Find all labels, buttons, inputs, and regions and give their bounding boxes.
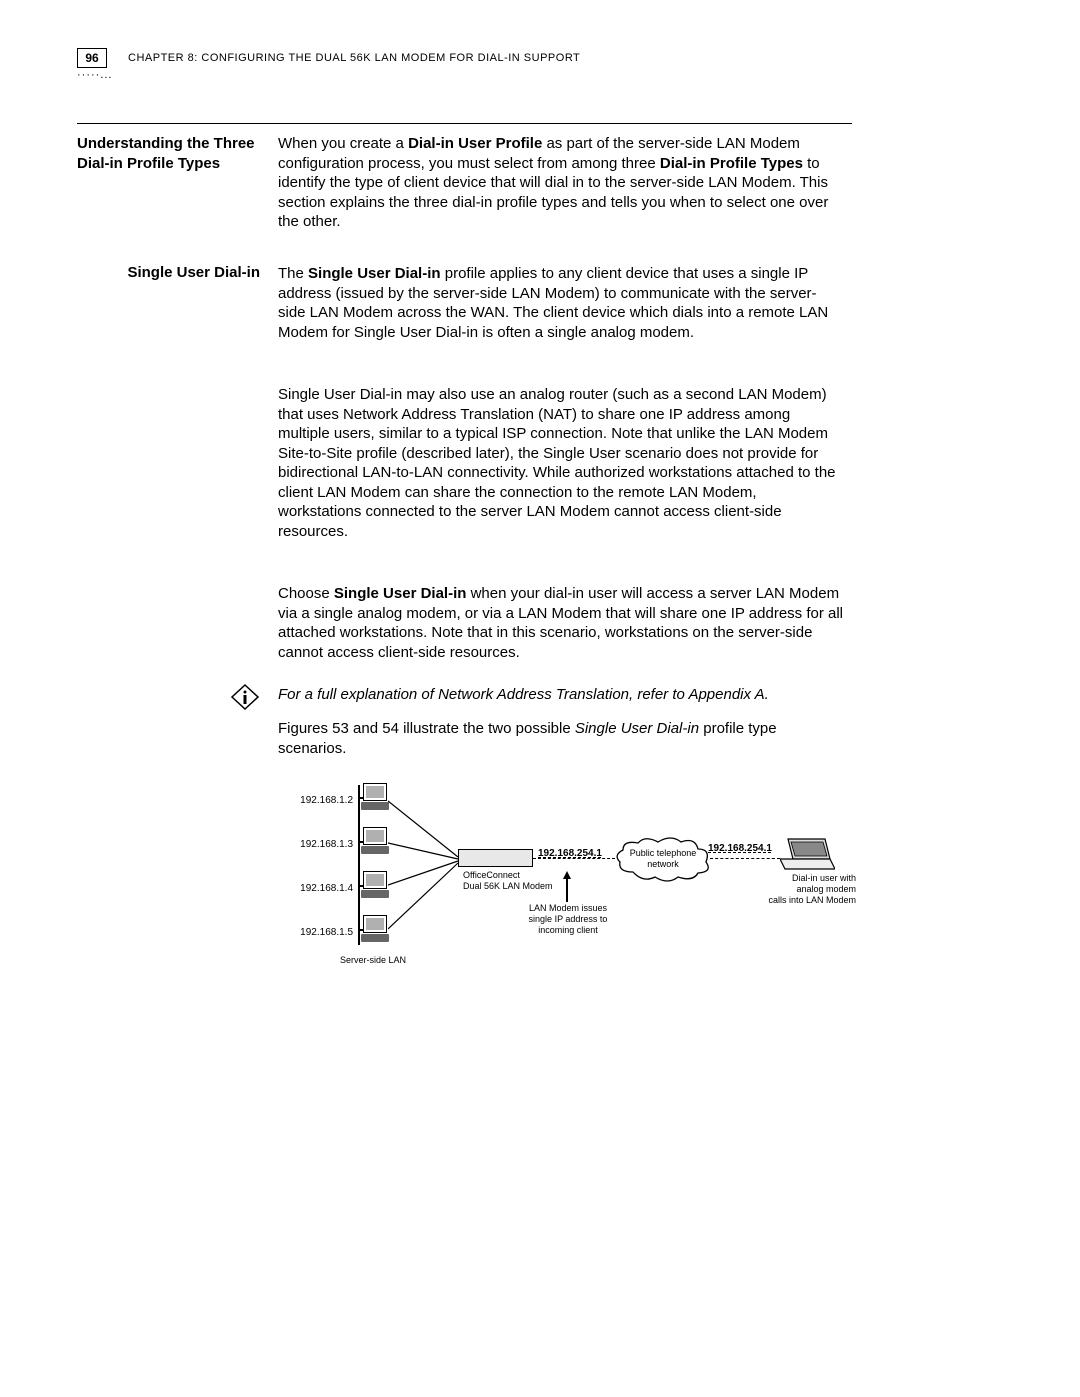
- ip-label-4: 192.168.1.5: [293, 927, 353, 938]
- body1-text: When you create a: [278, 135, 408, 152]
- ip-label-3: 192.168.1.4: [293, 883, 353, 894]
- body-paragraph-2: The Single User Dial-in profile applies …: [278, 264, 843, 342]
- body2-text: The: [278, 265, 308, 282]
- page-number-box: 96: [77, 48, 107, 68]
- ip-label-1: 192.168.1.2: [293, 795, 353, 806]
- ws3-connector: [358, 885, 364, 887]
- sub-heading: Single User Dial-in: [120, 264, 260, 281]
- section-divider: [77, 123, 852, 124]
- chapter-header: CHAPTER 8: CONFIGURING THE DUAL 56K LAN …: [128, 52, 580, 64]
- section-heading: Understanding the Three Dial-in Profile …: [77, 134, 260, 173]
- body-paragraph-1: When you create a Dial-in User Profile a…: [278, 134, 843, 232]
- laptop-client: [780, 837, 835, 872]
- lan-backbone: [358, 785, 360, 945]
- cloud-client-link: [710, 858, 780, 859]
- workstation-4: [363, 915, 389, 942]
- workstation-2: [363, 827, 389, 854]
- body6-text: Figures 53 and 54 illustrate the two pos…: [278, 720, 575, 737]
- modem-cloud-link: [533, 858, 615, 859]
- modem-label: OfficeConnectDual 56K LAN Modem: [463, 870, 573, 892]
- network-diagram: 192.168.1.2 192.168.1.3 192.168.1.4 192.…: [278, 775, 878, 975]
- body2-bold1: Single User Dial-in: [308, 265, 441, 282]
- note-arrow-line: [566, 877, 568, 902]
- body4-bold1: Single User Dial-in: [334, 585, 467, 602]
- cloud-label: Public telephone network: [625, 848, 701, 870]
- body-paragraph-3: Single User Dial-in may also use an anal…: [278, 385, 843, 541]
- ws4-connector: [358, 929, 364, 931]
- server-lan-label: Server-side LAN: [323, 955, 423, 966]
- ws2-connector: [358, 841, 364, 843]
- body6-italic1: Single User Dial-in: [575, 720, 699, 737]
- body-paragraph-5: For a full explanation of Network Addres…: [278, 685, 843, 705]
- body1-bold1: Dial-in User Profile: [408, 135, 542, 152]
- ws1-connector: [358, 797, 364, 799]
- body4-text: Choose: [278, 585, 334, 602]
- ip-label-2: 192.168.1.3: [293, 839, 353, 850]
- body1-bold2: Dial-in Profile Types: [660, 155, 803, 172]
- chapter-text: CHAPTER 8: CONFIGURING THE DUAL 56K LAN …: [128, 52, 580, 64]
- workstation-1: [363, 783, 389, 810]
- page-number: 96: [85, 51, 98, 65]
- client-ip-label: 192.168.254.1: [708, 843, 772, 854]
- body-paragraph-6: Figures 53 and 54 illustrate the two pos…: [278, 719, 843, 758]
- note-arrow-head: [563, 871, 571, 879]
- lan-modem: [458, 849, 533, 867]
- dots-decoration: ·····...: [77, 69, 112, 81]
- info-icon: [230, 683, 260, 711]
- workstation-3: [363, 871, 389, 898]
- body-paragraph-4: Choose Single User Dial-in when your dia…: [278, 584, 843, 662]
- client-label: Dial-in user withanalog modemcalls into …: [736, 873, 856, 905]
- lan-fan-lines: [388, 785, 468, 945]
- modem-note: LAN Modem issuessingle IP address toinco…: [518, 903, 618, 935]
